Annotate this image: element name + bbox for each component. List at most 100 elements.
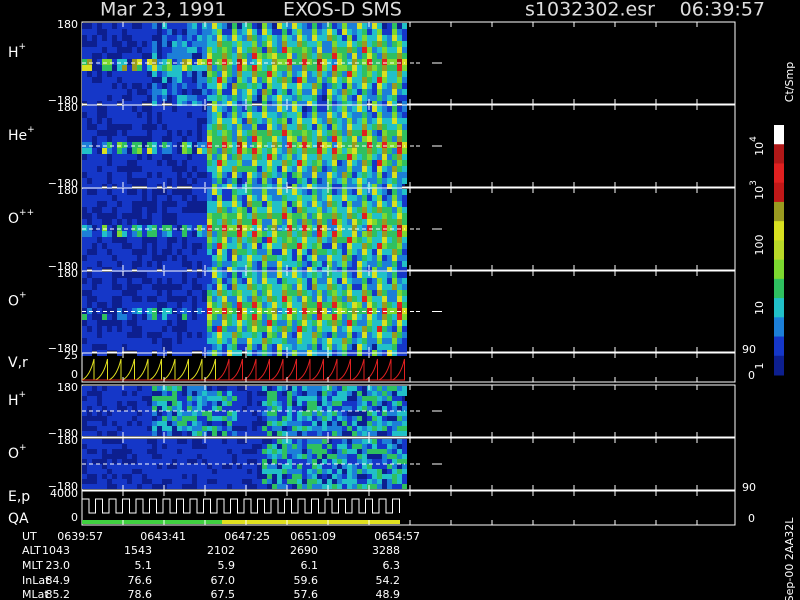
- spectrogram-cell: [382, 249, 387, 255]
- spectrogram-cell: [267, 474, 272, 479]
- spectrogram-cell: [382, 160, 387, 166]
- spectrogram-cell: [82, 431, 87, 436]
- spectrogram-cell: [307, 464, 312, 469]
- spectrogram-cell: [327, 237, 332, 243]
- spectrogram-cell: [267, 29, 272, 35]
- axis-top: 180: [57, 267, 78, 280]
- spectrogram-cell: [187, 142, 192, 148]
- spectrogram-cell: [287, 213, 292, 219]
- spectrogram-cell: [252, 416, 257, 421]
- spectrogram-cell: [112, 464, 117, 469]
- spectrogram-cell: [117, 314, 122, 320]
- spectrogram-cell: [277, 474, 282, 479]
- spectrogram-cell: [157, 136, 162, 142]
- spectrogram-cell: [182, 332, 187, 338]
- spectrogram-cell: [402, 267, 407, 273]
- spectrogram-cell: [167, 255, 172, 261]
- spectrogram-cell: [347, 249, 352, 255]
- spectrogram-cell: [357, 95, 362, 101]
- spectrogram-cell: [162, 314, 167, 320]
- spectrogram-cell: [282, 401, 287, 406]
- spectrogram-cell: [307, 142, 312, 148]
- spectrogram-cell: [242, 411, 247, 416]
- spectrogram-cell: [82, 225, 87, 231]
- spectrogram-cell: [107, 101, 112, 107]
- spectrogram-cell: [192, 184, 197, 190]
- spectrogram-cell: [372, 237, 377, 243]
- spectrogram-cell: [372, 406, 377, 411]
- spectrogram-cell: [97, 231, 102, 237]
- spectrogram-cell: [252, 406, 257, 411]
- spectrogram-cell: [317, 136, 322, 142]
- spectrogram-cell: [232, 479, 237, 484]
- spectrogram-cell: [287, 89, 292, 95]
- spectrogram-cell: [402, 207, 407, 213]
- spectrogram-cell: [157, 225, 162, 231]
- spectrogram-cell: [382, 396, 387, 401]
- spectrogram-cell: [292, 454, 297, 459]
- spectrogram-cell: [232, 406, 237, 411]
- spectrogram-cell: [147, 431, 152, 436]
- spectrogram-cell: [97, 296, 102, 302]
- spectrogram-cell: [132, 449, 137, 454]
- spectrogram-cell: [312, 29, 317, 35]
- spectrogram-cell: [222, 172, 227, 178]
- spectrogram-cell: [207, 106, 212, 112]
- spectrogram-cell: [302, 444, 307, 449]
- spectrogram-cell: [282, 290, 287, 296]
- spectrogram-cell: [292, 391, 297, 396]
- spectrogram-cell: [317, 201, 322, 207]
- spectrogram-cell: [337, 112, 342, 118]
- spectrogram-cell: [352, 207, 357, 213]
- spectrogram-cell: [377, 124, 382, 130]
- spectrogram-cell: [282, 386, 287, 391]
- spectrogram-cell: [367, 41, 372, 47]
- spectrogram-cell: [237, 172, 242, 178]
- spectrogram-cell: [82, 484, 87, 489]
- spectrogram-cell: [277, 267, 282, 273]
- spectrogram-cell: [267, 411, 272, 416]
- spectrogram-cell: [217, 444, 222, 449]
- spectrogram-cell: [82, 201, 87, 207]
- spectrogram-cell: [327, 89, 332, 95]
- spectrogram-cell: [377, 41, 382, 47]
- spectrogram-cell: [157, 142, 162, 148]
- spectrogram-cell: [242, 320, 247, 326]
- spectrogram-cell: [107, 314, 112, 320]
- sawtooth: [311, 358, 324, 381]
- spectrogram-cell: [232, 449, 237, 454]
- spectrogram-cell: [97, 272, 102, 278]
- spectrogram-cell: [192, 255, 197, 261]
- spectrogram-cell: [182, 101, 187, 107]
- spectrogram-cell: [217, 178, 222, 184]
- spectrogram-cell: [362, 396, 367, 401]
- row-name: InLat: [22, 574, 50, 587]
- spectrogram-cell: [247, 308, 252, 314]
- spectrogram-cell: [197, 431, 202, 436]
- spectrogram-cell: [152, 29, 157, 35]
- spectrogram-cell: [242, 272, 247, 278]
- spectrogram-cell: [402, 77, 407, 83]
- spectrogram-cell: [342, 449, 347, 454]
- spectrogram-cell: [397, 118, 402, 124]
- spectrogram-cell: [212, 124, 217, 130]
- spectrogram-cell: [232, 29, 237, 35]
- spectrogram-cell: [382, 261, 387, 267]
- spectrogram-cell: [197, 112, 202, 118]
- spectrogram-cell: [267, 112, 272, 118]
- spectrogram-cell: [332, 118, 337, 124]
- spectrogram-cell: [282, 272, 287, 278]
- spectrogram-cell: [302, 142, 307, 148]
- spectrogram-cell: [157, 326, 162, 332]
- spectrogram-cell: [342, 338, 347, 344]
- spectrogram-cell: [217, 83, 222, 89]
- spectrogram-cell: [337, 195, 342, 201]
- spectrogram-cell: [272, 484, 277, 489]
- spectrogram-cell: [332, 454, 337, 459]
- spectrogram-cell: [317, 278, 322, 284]
- spectrogram-cell: [377, 53, 382, 59]
- spectrogram-cell: [87, 237, 92, 243]
- spectrogram-cell: [377, 411, 382, 416]
- spectrogram-cell: [257, 302, 262, 308]
- spectrogram-cell: [187, 391, 192, 396]
